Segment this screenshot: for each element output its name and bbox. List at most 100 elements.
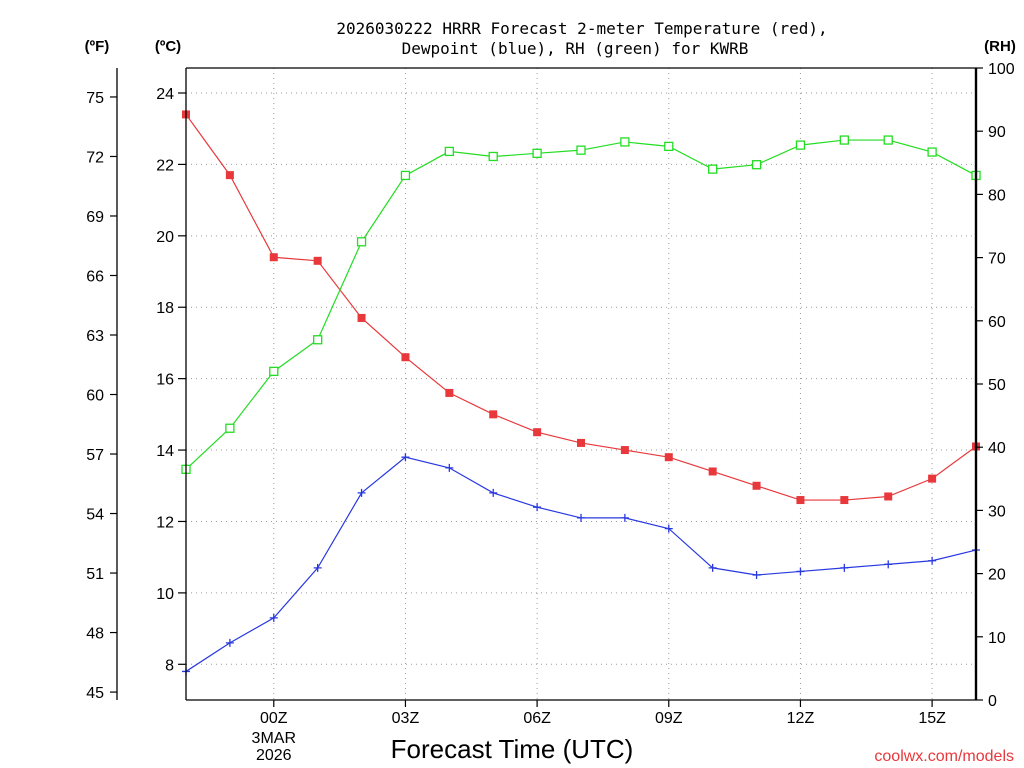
data-point-2-meter-temperature	[313, 256, 322, 265]
rh-tick-label: 90	[988, 124, 1006, 141]
data-point-rh	[708, 164, 718, 174]
data-point-dewpoint	[620, 513, 629, 522]
fahrenheit-tick-label: 63	[86, 328, 104, 345]
data-point-rh	[927, 147, 937, 157]
data-point-2-meter-temperature	[357, 313, 366, 322]
celsius-tick-label: 14	[156, 443, 174, 460]
data-point-2-meter-temperature	[928, 474, 937, 483]
data-point-2-meter-temperature	[884, 492, 893, 501]
x-tick-label: 12Z	[787, 710, 815, 727]
celsius-tick-label: 18	[156, 300, 174, 317]
data-point-rh	[356, 237, 367, 247]
data-point-dewpoint	[225, 638, 234, 647]
celsius-tick-label: 24	[156, 86, 174, 103]
celsius-tick-label: 12	[156, 514, 174, 531]
rh-tick-label: 10	[988, 630, 1006, 647]
data-point-2-meter-temperature	[445, 388, 454, 397]
rh-tick-label: 80	[988, 187, 1006, 204]
series-line-1	[185, 456, 977, 672]
rh-tick-label: 50	[988, 377, 1006, 394]
data-point-dewpoint	[401, 453, 410, 462]
data-point-dewpoint	[884, 560, 893, 569]
data-point-dewpoint	[752, 571, 761, 580]
celsius-tick-label: 16	[156, 372, 174, 389]
data-point-2-meter-temperature	[708, 467, 717, 476]
data-point-rh	[795, 140, 806, 150]
celsius-tick-label: 8	[165, 657, 174, 674]
rh-tick-label: 0	[988, 693, 997, 710]
data-point-2-meter-temperature	[752, 481, 761, 490]
data-point-2-meter-temperature	[489, 410, 498, 419]
data-point-2-meter-temperature	[796, 496, 805, 505]
chart-title-line-1: 2026030222 HRRR Forecast 2-meter Tempera…	[336, 19, 827, 38]
axes: 8 10 12 14 16 18 20 22 24 45 48 51 54 57 60 63 66 69 72 75 0…	[86, 61, 1015, 764]
x-tick-label: 09Z	[655, 710, 683, 727]
fahrenheit-tick-label: 60	[86, 388, 104, 405]
data-point-rh	[532, 148, 542, 158]
fahrenheit-tick-label: 66	[86, 268, 104, 285]
data-point-2-meter-temperature	[269, 253, 278, 262]
data-point-2-meter-temperature	[533, 428, 542, 437]
credit-link[interactable]: coolwx.com/models	[874, 748, 1014, 765]
fahrenheit-unit-label: (ºF)	[85, 38, 110, 55]
data-point-rh	[313, 335, 323, 345]
celsius-tick-label: 20	[156, 229, 174, 246]
data-point-dewpoint	[533, 503, 542, 512]
data-point-rh	[620, 137, 630, 147]
rh-tick-label: 60	[988, 314, 1006, 331]
fahrenheit-tick-label: 57	[86, 447, 104, 464]
x-tick-label: 15Z	[918, 710, 946, 727]
data-point-2-meter-temperature	[664, 453, 673, 462]
rh-tick-label: 30	[988, 503, 1006, 520]
x-tick-label: 06Z	[523, 710, 551, 727]
data-point-dewpoint	[445, 463, 454, 472]
data-point-dewpoint	[708, 563, 717, 572]
data-point-dewpoint	[928, 556, 937, 565]
series-line-2	[185, 139, 977, 470]
fahrenheit-tick-label: 54	[86, 507, 104, 524]
chart-title-line-2: Dewpoint (blue), RH (green) for KWRB	[402, 39, 749, 58]
data-point-dewpoint	[313, 563, 322, 572]
data-point-2-meter-temperature	[620, 446, 629, 455]
rh-unit-label: (RH)	[984, 38, 1016, 55]
data-point-rh	[883, 135, 893, 145]
x-tick-label: 03Z	[392, 710, 420, 727]
data-point-dewpoint	[357, 488, 366, 497]
rh-tick-label: 70	[988, 251, 1006, 268]
fahrenheit-tick-label: 51	[86, 566, 104, 583]
data-point-2-meter-temperature	[225, 171, 234, 180]
x-tick-label: 00Z	[260, 710, 288, 727]
data-point-dewpoint	[840, 563, 849, 572]
data-point-2-meter-temperature	[840, 496, 849, 505]
data-point-rh	[225, 423, 235, 433]
data-point-rh	[488, 151, 498, 162]
fahrenheit-tick-label: 72	[86, 149, 104, 166]
data-point-rh	[664, 141, 674, 152]
data-point-dewpoint	[796, 567, 805, 576]
data-point-rh	[400, 170, 411, 181]
series-layer	[181, 110, 981, 676]
data-point-2-meter-temperature	[401, 353, 410, 362]
x-tick-sublabel: 2026	[256, 747, 292, 764]
rh-tick-label: 40	[988, 440, 1006, 457]
data-point-dewpoint	[269, 613, 278, 622]
grid	[186, 68, 976, 700]
fahrenheit-tick-label: 75	[86, 90, 104, 107]
fahrenheit-tick-label: 45	[86, 685, 104, 702]
x-tick-sublabel: 3MAR	[252, 730, 296, 747]
fahrenheit-tick-label: 48	[86, 626, 104, 643]
data-point-rh	[576, 145, 586, 155]
data-point-dewpoint	[489, 488, 498, 497]
celsius-tick-label: 22	[156, 157, 174, 174]
rh-tick-label: 20	[988, 567, 1006, 584]
data-point-dewpoint	[577, 513, 585, 522]
fahrenheit-tick-label: 69	[86, 209, 104, 226]
data-point-2-meter-temperature	[577, 438, 585, 447]
rh-tick-label: 100	[988, 61, 1015, 78]
celsius-tick-label: 10	[156, 586, 174, 603]
x-axis-label: Forecast Time (UTC)	[391, 734, 634, 764]
data-point-rh	[839, 135, 849, 145]
data-point-rh	[269, 366, 279, 377]
celsius-unit-label: (ºC)	[155, 38, 181, 55]
